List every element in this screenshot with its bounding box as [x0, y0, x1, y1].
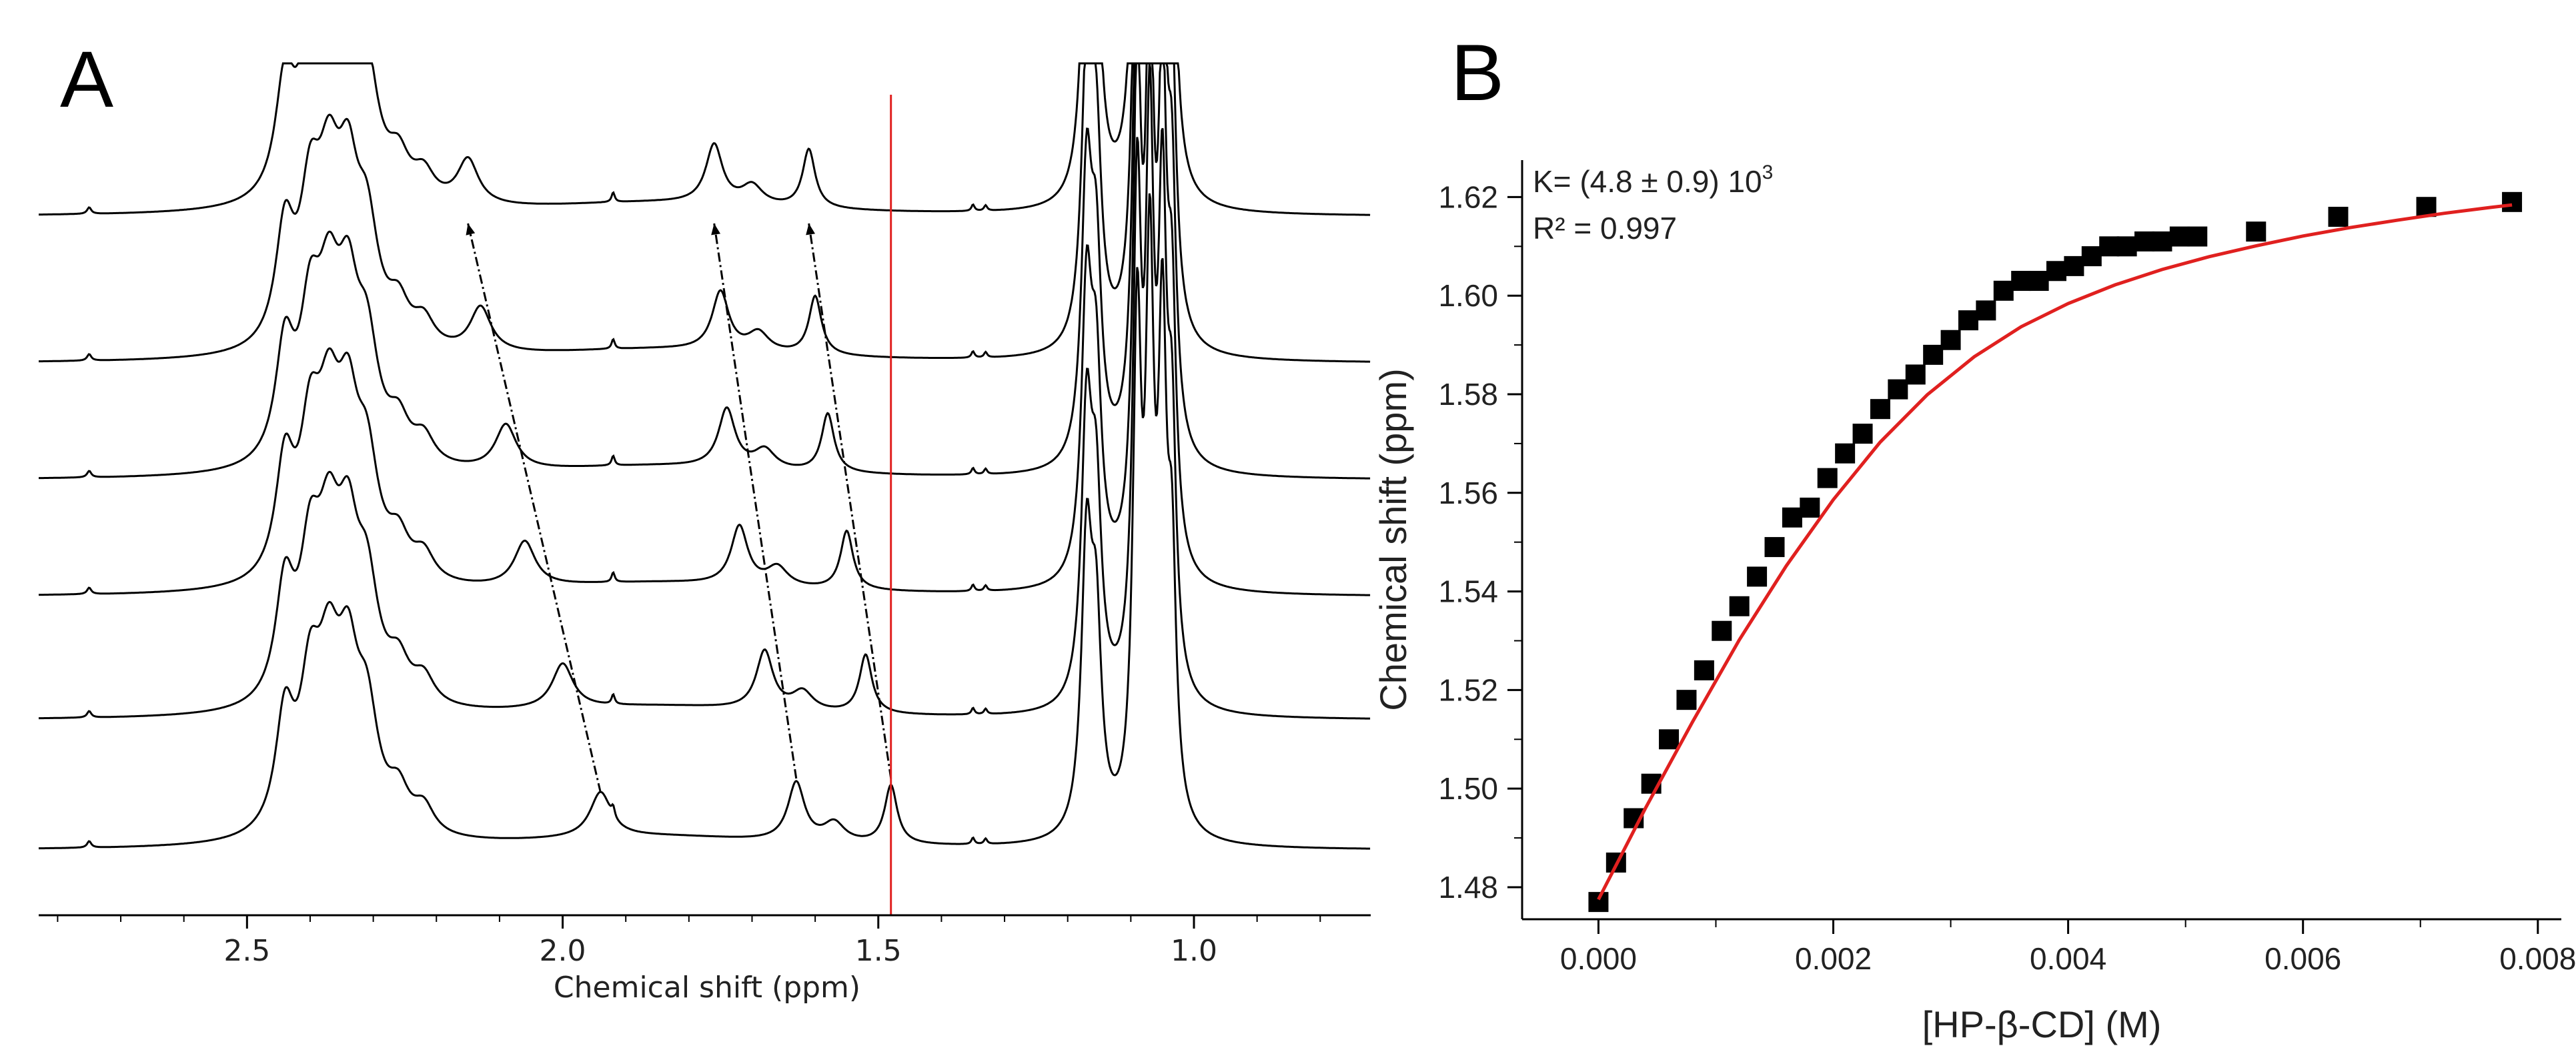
data-point: [2028, 271, 2049, 292]
x-tick-label-a: 1.5: [855, 934, 902, 968]
spectrum-4-trace: [39, 62, 1371, 480]
data-point: [2011, 271, 2032, 292]
data-point: [2064, 255, 2084, 276]
y-tick-label-b: 1.58: [1438, 377, 1498, 412]
data-point: [1923, 344, 1944, 365]
k-annotation: K= (4.8 ± 0.9) 103: [1533, 161, 1773, 199]
data-point: [2502, 191, 2523, 212]
data-point: [1729, 596, 1750, 616]
data-point: [1588, 892, 1609, 913]
x-tick-label-b: 0.004: [2030, 941, 2106, 976]
r2-annotation: R² = 0.997: [1533, 211, 1677, 245]
x-tick-label-a: 2.5: [223, 934, 270, 968]
data-point: [1676, 690, 1697, 710]
x-tick-label-b: 0.002: [1795, 941, 1872, 976]
data-point: [1870, 399, 1890, 420]
data-point: [2187, 226, 2208, 247]
arrow-peak_2.0_region-head: [466, 223, 476, 235]
nmr-panel-a: 2.5 2.0 1.5 1.0 Chemical shift (ppm): [38, 62, 1371, 1005]
data-point: [1905, 364, 1926, 385]
k-annotation-main: K= (4.8 ± 0.9) 10: [1533, 164, 1762, 199]
binding-panel-b: 1.481.501.521.541.561.581.601.62 0.000 0.…: [1372, 160, 2576, 1045]
y-tick-label-b: 1.48: [1438, 870, 1498, 905]
spectrum-2-trace: [38, 63, 1371, 720]
arrow-peak_1.5_region-line: [808, 223, 892, 779]
y-tick-label-b: 1.62: [1438, 179, 1498, 214]
data-point: [1800, 497, 1820, 518]
arrow-peak_1.7_region-line: [713, 223, 798, 779]
y-tick-label-b: 1.52: [1438, 672, 1498, 707]
data-point: [1958, 310, 1978, 331]
x-ticks-b: 0.000 0.002 0.004 0.006 0.008: [1560, 919, 2576, 976]
data-point: [1782, 507, 1802, 528]
data-point: [1747, 566, 1768, 587]
data-point: [2152, 231, 2172, 251]
y-tick-label-b: 1.54: [1438, 574, 1498, 609]
data-point: [2328, 206, 2349, 227]
arrow-peak_2.0_region-line: [467, 223, 602, 793]
y-tick-label-b: 1.60: [1438, 278, 1498, 313]
x-tick-label-b: 0.000: [1560, 941, 1637, 976]
data-point: [1976, 300, 1996, 321]
x-tick-label-b: 0.008: [2499, 941, 2576, 976]
x-tick-label-b: 0.006: [2265, 941, 2341, 976]
data-point: [2134, 231, 2155, 251]
data-point: [1940, 330, 1961, 350]
y-ticks-b: 1.48 1.50 1.52 1.54 1.56 1.58 1.60 1.62: [1438, 179, 1522, 905]
data-points: [1588, 191, 2523, 913]
data-point: [2169, 226, 2190, 247]
x-tick-label-a: 1.0: [1171, 934, 1217, 968]
data-point: [2081, 246, 2102, 267]
data-point: [2046, 261, 2067, 282]
data-point: [1888, 379, 1908, 400]
data-point: [1659, 729, 1680, 750]
data-point: [1852, 424, 1873, 444]
arrow-peak_1.7_region-head: [711, 223, 721, 235]
data-point: [2246, 221, 2267, 242]
panel-label-b: B: [1451, 28, 1504, 117]
y-axis-label-b: Chemical shift (ppm): [1372, 368, 1414, 710]
spectrum-6-trace: [39, 62, 1371, 216]
data-point: [1993, 280, 2014, 301]
x-axis-label-a: Chemical shift (ppm): [554, 971, 860, 1005]
data-point: [2116, 236, 2137, 257]
data-point: [1764, 537, 1785, 558]
data-point: [2099, 236, 2120, 257]
y-tick-label-b: 1.56: [1438, 476, 1498, 510]
data-point: [1712, 620, 1732, 641]
x-axis-label-b: [HP-β-CD] (M): [1922, 1003, 2162, 1045]
stacked-spectra: [38, 62, 1371, 850]
spectrum-3-trace: [38, 62, 1371, 596]
y-tick-label-b: 1.50: [1438, 771, 1498, 806]
data-point: [1817, 468, 1838, 488]
peak-shift-arrows: [466, 223, 892, 793]
data-point: [1835, 443, 1856, 464]
data-point: [1694, 660, 1714, 680]
x-tick-label-a: 2.0: [540, 934, 586, 968]
fit-curve: [1597, 203, 2513, 901]
arrow-peak_1.5_region-head: [806, 223, 816, 235]
x-ticks-a: 2.5 2.0 1.5 1.0: [57, 915, 1321, 968]
spectrum-1-trace: [38, 193, 1371, 850]
k-annotation-exponent: 3: [1762, 161, 1774, 183]
panel-label-a: A: [60, 35, 113, 124]
